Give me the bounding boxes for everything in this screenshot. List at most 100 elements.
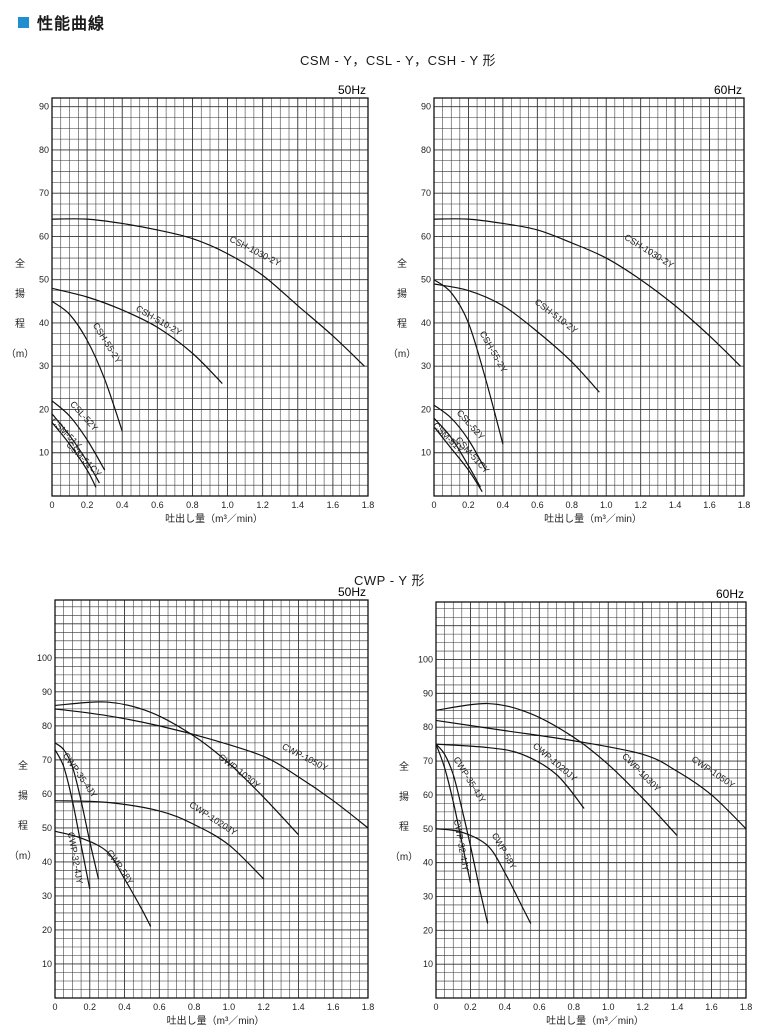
x-tick-label: 1.4 bbox=[671, 1002, 684, 1012]
chart-cwp-60hz: 0 0.2 0.4 0.6 0.8 1.0 1.2 1.4 1.6 1.8 10 20 30 40 50 60… bbox=[390, 587, 753, 1027]
frequency-label: 50Hz bbox=[338, 585, 366, 599]
frequency-label: 60Hz bbox=[714, 83, 742, 97]
y-tick-label: 40 bbox=[42, 857, 52, 867]
y-tick-label: 30 bbox=[39, 361, 49, 371]
x-tick-label: 1.2 bbox=[256, 500, 269, 510]
x-tick-label: 1.8 bbox=[738, 500, 751, 510]
x-tick-label: 1.0 bbox=[223, 1002, 236, 1012]
curve-csl-52y bbox=[51, 400, 106, 471]
x-axis-label: 吐出し量（m³／min） bbox=[544, 512, 642, 525]
curve-csl-52y bbox=[433, 404, 487, 471]
y-tick-label: 60 bbox=[42, 789, 52, 799]
y-axis-label: （m） bbox=[388, 348, 416, 360]
y-tick-label: 80 bbox=[42, 721, 52, 731]
y-tick-label: 10 bbox=[39, 448, 49, 458]
x-tick-label: 0.2 bbox=[464, 1002, 477, 1012]
x-tick-label: 0.2 bbox=[81, 500, 94, 510]
plot-frame bbox=[51, 97, 369, 497]
x-tick-label: 1.0 bbox=[221, 500, 234, 510]
y-axis-label: 揚 bbox=[18, 789, 28, 802]
x-tick-label: 1.4 bbox=[292, 500, 305, 510]
x-tick-label: 1.4 bbox=[669, 500, 682, 510]
curve-csm-51y bbox=[433, 417, 482, 488]
x-tick-label: 0.4 bbox=[116, 500, 129, 510]
curve-cwp-32-4jy bbox=[435, 743, 472, 884]
x-tick-label: 0.6 bbox=[151, 500, 164, 510]
curve-csh-1030-2y bbox=[51, 218, 365, 367]
section-title: 性能曲線 bbox=[37, 16, 106, 33]
y-axis-label: （m） bbox=[390, 851, 418, 863]
y-tick-label: 30 bbox=[42, 891, 52, 901]
plot-frame bbox=[54, 599, 369, 999]
curve-csh-55-2y bbox=[433, 279, 504, 445]
section-header: 性能曲線 bbox=[18, 10, 105, 34]
curve-cwp-32-4jy bbox=[54, 749, 91, 890]
curve-cwp-1050y bbox=[54, 708, 369, 829]
curve-csh-510-2y bbox=[433, 283, 600, 393]
x-tick-label: 1.4 bbox=[292, 1002, 305, 1012]
x-tick-label: 0.4 bbox=[118, 1002, 131, 1012]
x-tick-label: 0 bbox=[431, 500, 436, 510]
y-axis-label: 程 bbox=[15, 318, 25, 330]
x-tick-label: 0.6 bbox=[153, 1002, 166, 1012]
y-tick-label: 80 bbox=[423, 722, 433, 732]
y-tick-label: 40 bbox=[423, 858, 433, 868]
y-axis-label: （m） bbox=[9, 850, 37, 862]
y-tick-label: 70 bbox=[423, 756, 433, 766]
curve-label-cwp-32-4jy: CWP-32-4JY bbox=[452, 818, 471, 871]
x-tick-label: 1.2 bbox=[257, 1002, 270, 1012]
curve-csh-1030-2y bbox=[433, 218, 741, 367]
y-axis-label: 揚 bbox=[15, 287, 25, 300]
x-tick-label: 0.4 bbox=[499, 1002, 512, 1012]
y-tick-label: 90 bbox=[39, 102, 49, 112]
x-tick-label: 0.8 bbox=[568, 1002, 581, 1012]
y-tick-label: 10 bbox=[421, 448, 431, 458]
grid bbox=[54, 600, 369, 999]
group-title-csm-csl-csh: CSM - Y，CSL - Y，CSH - Y 形 bbox=[300, 53, 496, 68]
y-axis-label: 全 bbox=[399, 760, 409, 773]
curve-label-csh-510-2y: CSH-510-2Y bbox=[533, 297, 580, 336]
y-tick-label: 20 bbox=[42, 925, 52, 935]
grid bbox=[433, 98, 745, 497]
x-tick-label: 0 bbox=[52, 1002, 57, 1012]
curve-csh-55-2y bbox=[51, 300, 123, 432]
x-tick-label: 1.8 bbox=[740, 1002, 753, 1012]
curve-cwp-35-4jy bbox=[54, 742, 100, 880]
x-tick-label: 1.6 bbox=[327, 1002, 340, 1012]
y-tick-label: 90 bbox=[421, 102, 431, 112]
curve-label-cwp-35-4jy: CWP-35-4JY bbox=[451, 755, 487, 805]
curve-csm-51cy bbox=[51, 422, 97, 488]
curve-csh-510-2y bbox=[51, 287, 223, 384]
x-tick-label: 1.6 bbox=[705, 1002, 718, 1012]
curve-cwp-58y bbox=[435, 828, 532, 924]
curve-cwp-1020jy bbox=[54, 800, 265, 880]
frequency-label: 50Hz bbox=[338, 83, 366, 97]
y-tick-label: 10 bbox=[423, 959, 433, 969]
x-tick-label: 0.8 bbox=[566, 500, 579, 510]
y-tick-label: 10 bbox=[42, 959, 52, 969]
y-tick-label: 50 bbox=[421, 275, 431, 285]
x-tick-label: 0.2 bbox=[462, 500, 475, 510]
y-tick-label: 70 bbox=[39, 188, 49, 198]
curve-cwp-58y bbox=[54, 830, 152, 927]
curve-cwp-1030y bbox=[435, 702, 678, 836]
x-tick-label: 1.6 bbox=[327, 500, 340, 510]
group-title-cwp: CWP - Y 形 bbox=[354, 573, 425, 588]
y-tick-label: 100 bbox=[418, 655, 433, 665]
y-tick-label: 60 bbox=[421, 231, 431, 241]
y-tick-label: 50 bbox=[39, 275, 49, 285]
curve-cwp-35-4jy bbox=[435, 743, 489, 924]
curve-label-cwp-1030y: CWP-1030Y bbox=[620, 751, 662, 793]
y-tick-label: 60 bbox=[39, 231, 49, 241]
y-axis-label: 程 bbox=[18, 820, 28, 832]
chart-csm-50hz: 0 0.2 0.4 0.6 0.8 1.0 1.2 1.4 1.6 1.8 10 20 30 40 50 60… bbox=[6, 83, 374, 525]
x-tick-label: 0.2 bbox=[84, 1002, 97, 1012]
plot-frame bbox=[433, 97, 745, 497]
section-marker-icon bbox=[18, 16, 29, 28]
y-axis-label: （m） bbox=[6, 348, 34, 360]
curve-csm-51y bbox=[51, 413, 100, 484]
y-tick-label: 20 bbox=[421, 404, 431, 414]
x-tick-label: 1.0 bbox=[602, 1002, 615, 1012]
y-axis-label: 全 bbox=[15, 257, 25, 270]
y-tick-label: 70 bbox=[421, 188, 431, 198]
